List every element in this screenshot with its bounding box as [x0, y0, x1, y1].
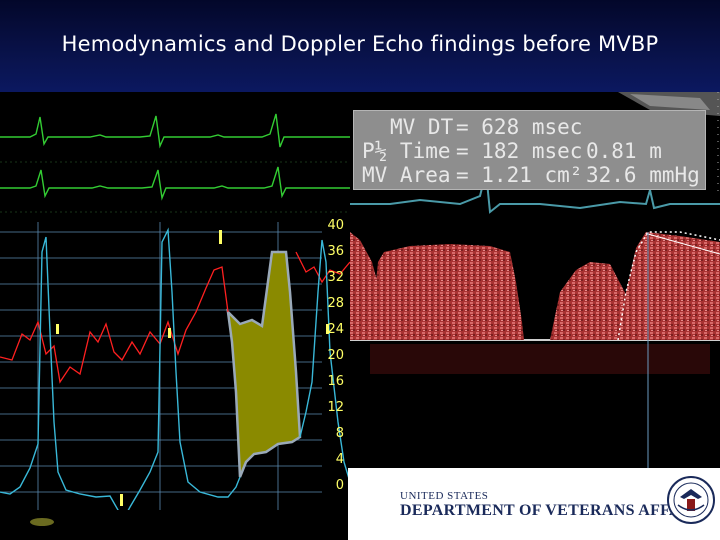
measurement-mv-dt-label: MV DT	[390, 115, 454, 139]
measurement-mv-dt-value: = 628 msec	[456, 115, 583, 139]
ecg-trace-1	[0, 113, 350, 149]
pressure-tick: 12	[327, 400, 344, 415]
pressure-tick: 24	[327, 322, 344, 337]
pressure-tick: 20	[327, 348, 344, 363]
doppler-envelope-4	[618, 232, 720, 340]
hemodynamic-tracing	[0, 113, 350, 540]
pressure-tick: 32	[327, 270, 344, 285]
pressure-trace-cyan	[0, 227, 350, 520]
measurement-mv-area-label: MV Area	[362, 163, 451, 187]
doppler-envelope-3	[550, 262, 638, 340]
va-banner-line2: DEPARTMENT OF VETERANS AFFAIRS	[400, 502, 709, 519]
title-bar: Hemodynamics and Doppler Echo findings b…	[0, 0, 720, 92]
pressure-tick: 16	[327, 374, 344, 389]
hemodynamic-tracing-panel: 40 36 32 28 24 20 16 12 8 4 0	[0, 92, 350, 540]
measurement-mv-area-value: = 1.21 cm²	[456, 163, 583, 187]
echo-ecg-trace	[350, 171, 720, 214]
doppler-envelope-2	[370, 244, 524, 340]
pressure-tick: 36	[327, 244, 344, 259]
va-banner-line1: UNITED STATES	[400, 490, 489, 502]
pressure-tick: 4	[335, 452, 344, 467]
pressure-tick: 0	[335, 478, 344, 493]
pressure-tick: 8	[335, 426, 344, 441]
pressure-tick: 40	[327, 218, 344, 233]
measurement-gradient: 32.6 mmHg	[586, 163, 700, 187]
measurement-p-half-label: P½ Time	[362, 139, 451, 163]
measurement-velocity: 0.81 m	[586, 139, 662, 163]
mitral-gradient-area	[226, 250, 302, 478]
va-seal-icon	[667, 476, 715, 524]
slide-title: Hemodynamics and Doppler Echo findings b…	[61, 32, 659, 56]
pressure-tick: 28	[327, 296, 344, 311]
measurement-readout: MV DT = 628 msec P½ Time = 182 msec MV A…	[353, 110, 706, 190]
ecg-trace-2	[0, 166, 350, 201]
va-banner: UNITED STATES DEPARTMENT OF VETERANS AFF…	[348, 468, 720, 540]
measurement-p-half-value: = 182 msec	[456, 139, 583, 163]
